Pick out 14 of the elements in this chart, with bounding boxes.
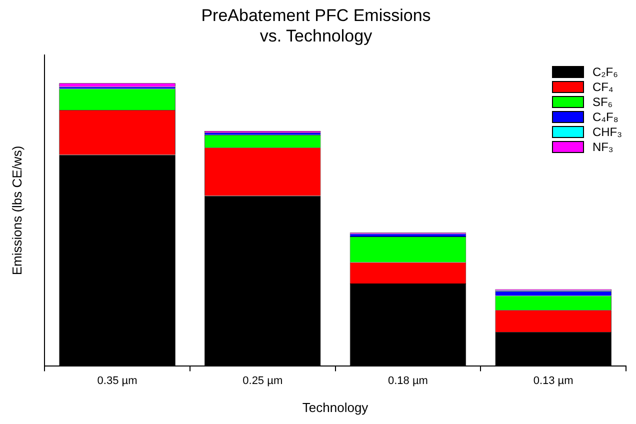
legend-label: C₂F₆: [592, 64, 618, 78]
y-axis-title: Emissions (lbs CE/ws): [9, 146, 24, 276]
legend-label: C₄F₈: [592, 110, 618, 124]
x-tick-label: 0.25 µm: [242, 374, 283, 387]
legend-label: CHF₃: [592, 124, 622, 138]
legend-label: NF₃: [592, 140, 614, 154]
text: vs. Technology: [260, 26, 372, 46]
x-axis-title: Technology: [302, 400, 369, 415]
x-tick-label: 0.18 µm: [388, 374, 428, 387]
legend-label: CF₄: [592, 80, 614, 94]
x-tick-label: 0.13 µm: [533, 374, 574, 387]
text: PreAbatement PFC Emissions: [201, 6, 431, 25]
x-tick-label: 0.35 µm: [97, 374, 138, 387]
legend-label: SF₆: [592, 94, 613, 108]
